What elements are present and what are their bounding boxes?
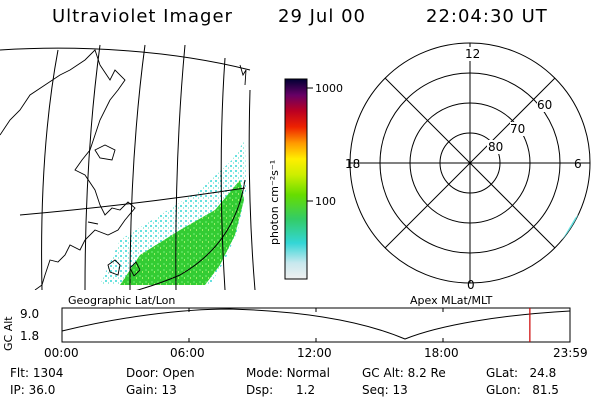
info-gcalt-value: 8.2 Re [407, 366, 446, 380]
coastline [239, 64, 247, 86]
date-label: 29 Jul 00 [278, 6, 366, 27]
mlt-label-18: 18 [345, 157, 360, 171]
info-ip: IP: 36.0 [10, 383, 55, 397]
latitude-line [0, 47, 251, 71]
info-seq: Seq: 13 [362, 383, 408, 397]
info-flt-label: Flt: [10, 366, 29, 380]
longitude-line [175, 44, 186, 290]
longitude-line [248, 89, 256, 290]
altitude-xtick-label-0: 00:00 [44, 346, 79, 360]
earth-limb [136, 179, 246, 290]
info-flt: Flt: 1304 [10, 366, 63, 380]
info-mode-value: Normal [286, 366, 330, 380]
coastline [94, 144, 116, 161]
colorbar: 1000 100 photon cm⁻²s⁻¹ [268, 78, 343, 280]
info-mode-label: Mode: [246, 366, 283, 380]
colorbar-tick-label-100: 100 [315, 195, 336, 208]
info-gain-label: Gain: [126, 383, 158, 397]
info-door-label: Door: [126, 366, 159, 380]
mlt-label-0: 0 [467, 278, 475, 292]
coastline [87, 221, 99, 225]
longitude-line [220, 57, 226, 290]
longitude-line [84, 44, 101, 290]
info-door-value: Open [162, 366, 195, 380]
info-gain-value: 13 [161, 383, 177, 397]
longitude-line [41, 49, 59, 290]
altitude-curve [61, 308, 571, 340]
mlat-label-80: 80 [488, 140, 503, 154]
polar-aurora-core [568, 212, 586, 236]
map-projection-label: Geographic Lat/Lon [68, 294, 176, 307]
polar-plot: 12 18 6 0 60 70 80 [345, 42, 591, 292]
geographic-map [0, 44, 256, 290]
colorbar-unit-label: photon cm⁻²s⁻¹ [268, 160, 281, 245]
altitude-xtick-label-4: 23:59 [553, 346, 588, 360]
mlat-label-70: 70 [510, 122, 525, 136]
mlat-label-60: 60 [537, 98, 552, 112]
info-seq-label: Seq: [362, 383, 389, 397]
coastline [129, 261, 141, 277]
altitude-xtick-label-3: 18:00 [424, 346, 459, 360]
mlt-label-12: 12 [465, 47, 480, 61]
altitude-xtick-label-1: 06:00 [170, 346, 205, 360]
info-ip-label: IP: [10, 383, 25, 397]
colorbar-gradient [284, 78, 308, 280]
info-glat-label: GLat: [486, 366, 519, 380]
aurora-green-region [120, 180, 244, 285]
altitude-plot: GC Alt 9.0 1.8 [2, 307, 571, 351]
info-flt-value: 1304 [32, 366, 64, 380]
longitude-line [129, 44, 146, 290]
app-title: Ultraviolet Imager [52, 6, 233, 27]
info-gcalt-label: GC Alt: [362, 366, 404, 380]
time-label: 22:04:30 UT [426, 6, 548, 27]
info-door: Door: Open [126, 366, 195, 380]
info-dsp-label: Dsp: [246, 383, 274, 397]
altitude-ytick-low: 1.8 [20, 329, 39, 343]
polar-projection-label: Apex MLat/MLT [410, 294, 493, 307]
info-glon-value: 81.5 [532, 383, 559, 397]
info-glon-label: GLon: [486, 383, 521, 397]
altitude-xtick-label-2: 12:00 [297, 346, 332, 360]
polar-aurora-region [562, 208, 590, 245]
colorbar-tick-label-1000: 1000 [315, 82, 343, 95]
info-glon: GLon: 81.5 [486, 383, 559, 397]
coastline [0, 49, 136, 290]
info-dsp: Dsp: 1.2 [246, 383, 315, 397]
info-gain: Gain: 13 [126, 383, 177, 397]
info-dsp-value: 1.2 [296, 383, 316, 397]
info-glat: GLat: 24.8 [486, 366, 556, 380]
info-gcalt: GC Alt: 8.2 Re [362, 366, 446, 380]
latitude-line [19, 187, 246, 216]
info-mode: Mode: Normal [246, 366, 330, 380]
mlt-label-6: 6 [574, 157, 582, 171]
info-glat-value: 24.8 [529, 366, 557, 380]
polar-diagonal [384, 77, 556, 249]
info-ip-value: 36.0 [28, 383, 56, 397]
info-seq-value: 13 [392, 383, 408, 397]
coastline [107, 259, 121, 276]
altitude-ytick-high: 9.0 [20, 307, 39, 321]
altitude-plot-frame [61, 307, 571, 343]
altitude-ylabel: GC Alt [2, 316, 15, 351]
